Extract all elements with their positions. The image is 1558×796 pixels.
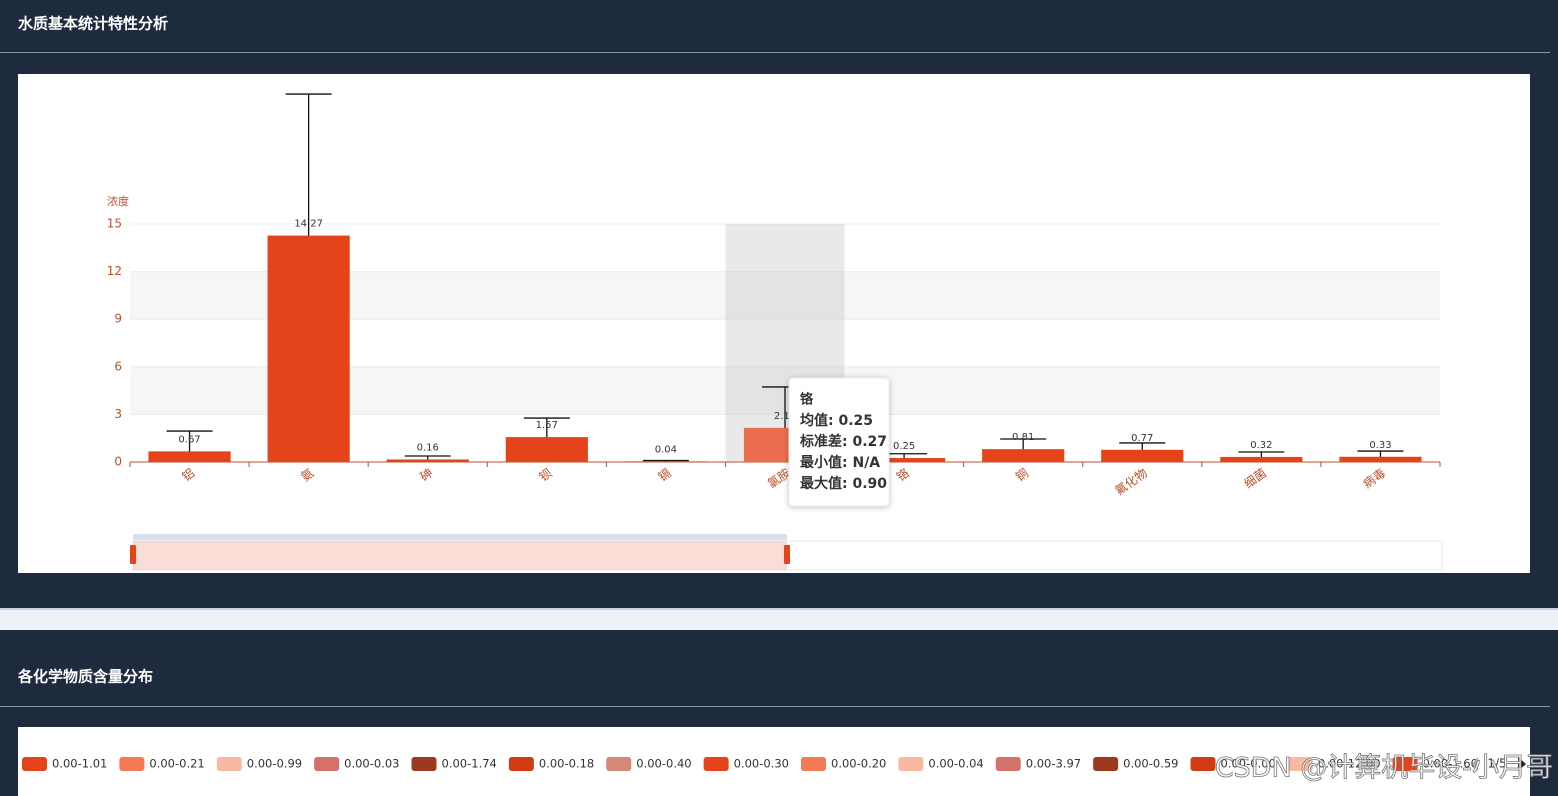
- pager: 1/5: [1472, 757, 1526, 771]
- y-tick-label: 3: [114, 407, 122, 421]
- zoom-handle[interactable]: [130, 545, 136, 564]
- pager-next[interactable]: [1518, 757, 1526, 771]
- legend-swatch: [216, 757, 242, 771]
- data-label: 0.16: [417, 442, 439, 453]
- data-label: 0.67: [178, 434, 200, 445]
- zoom-handle[interactable]: [784, 545, 790, 564]
- panel-title: 水质基本统计特性分析: [18, 15, 168, 33]
- y-tick-label: 0: [114, 455, 122, 469]
- legend-label: 0.00-0.04: [928, 757, 983, 771]
- distribution-panel: [18, 727, 1530, 796]
- bar: [1220, 456, 1303, 462]
- legend-label: 0.00-1.60: [1423, 757, 1478, 771]
- y-tick-label: 9: [114, 312, 122, 326]
- panel-title: 各化学物质含量分布: [17, 668, 153, 686]
- legend-label: 0.00-0.40: [636, 757, 691, 771]
- watermark: CSDN @计算机毕设-小月哥: [1215, 753, 1553, 784]
- legend-swatch: [411, 757, 437, 771]
- legend-swatch: [1190, 757, 1216, 771]
- tooltip: 铬均值: 0.25 标准差: 0.27 最小值: N/A 最大值: 0.90: [788, 377, 890, 507]
- data-label: 1.57: [536, 420, 558, 431]
- legend-label: 0.00-1.01: [52, 757, 107, 771]
- legend-swatch: [1093, 757, 1119, 771]
- legend-swatch: [22, 757, 47, 771]
- legend: 0.00-1.01 0.00-0.21 0.00-0.99 0.00-0.03 0.00…: [22, 757, 1478, 771]
- data-label: 14.27: [294, 219, 323, 230]
- legend-swatch: [1392, 757, 1418, 771]
- legend-label: 0.00-12.00: [1318, 757, 1381, 771]
- y-tick-label: 12: [107, 264, 122, 278]
- data-label: 0.04: [655, 444, 677, 455]
- bar: [148, 451, 231, 462]
- tooltip-line: 最小值: N/A: [800, 454, 880, 471]
- legend-label: 0.00-0.21: [149, 757, 204, 771]
- legend-label: 0.00-0.03: [344, 757, 399, 771]
- bar: [386, 459, 469, 462]
- tooltip-box: [788, 377, 890, 507]
- bar: [267, 235, 350, 462]
- legend-label: 0.00-0.00: [1221, 757, 1276, 771]
- data-label: 0.25: [893, 441, 915, 452]
- tooltip-title: 铬: [800, 392, 814, 408]
- legend-label: 0.00-0.59: [1123, 757, 1178, 771]
- tooltip-line: 标准差: 0.27: [799, 433, 887, 450]
- data-label: 0.32: [1250, 440, 1272, 451]
- legend-swatch: [508, 757, 534, 771]
- legend-swatch: [995, 757, 1021, 771]
- legend-label: 0.00-0.30: [734, 757, 789, 771]
- legend-swatch: [898, 757, 924, 771]
- legend-swatch: [703, 757, 729, 771]
- bar: [624, 461, 707, 462]
- bar: [982, 449, 1065, 462]
- gap-strip: [0, 608, 1558, 630]
- pager-prev[interactable]: [1472, 757, 1478, 771]
- data-label: 2.15: [774, 411, 796, 422]
- y-axis-title: 浓度: [107, 194, 129, 208]
- bar: [505, 437, 588, 462]
- data-zoom[interactable]: [130, 534, 1443, 571]
- data-label: 0.33: [1369, 440, 1391, 451]
- zoom-bar[interactable]: [133, 534, 787, 540]
- y-tick-label: 15: [107, 217, 122, 231]
- legend-swatch: [314, 757, 340, 771]
- data-label: 0.81: [1012, 432, 1034, 443]
- legend-label: 0.00-0.99: [247, 757, 302, 771]
- data-label: 0.77: [1131, 433, 1153, 444]
- legend-label: 0.00-0.18: [539, 757, 594, 771]
- legend-swatch: [606, 757, 632, 771]
- zoom-window[interactable]: [133, 541, 787, 570]
- tooltip-line: 均值: 0.25: [800, 412, 873, 429]
- bar: [1339, 456, 1422, 462]
- tooltip-line: 最大值: 0.90: [800, 475, 887, 492]
- legend-swatch: [801, 757, 826, 771]
- legend-swatch: [119, 757, 145, 771]
- legend-swatch: [1287, 757, 1313, 771]
- legend-label: 0.00-0.20: [831, 757, 886, 771]
- bar: [863, 458, 946, 462]
- y-tick-label: 6: [114, 359, 122, 373]
- legend-label: 0.00-3.97: [1026, 757, 1081, 771]
- legend-label: 0.00-1.74: [442, 757, 497, 771]
- pager-text: 1/5: [1487, 757, 1506, 771]
- bar: [1101, 449, 1184, 462]
